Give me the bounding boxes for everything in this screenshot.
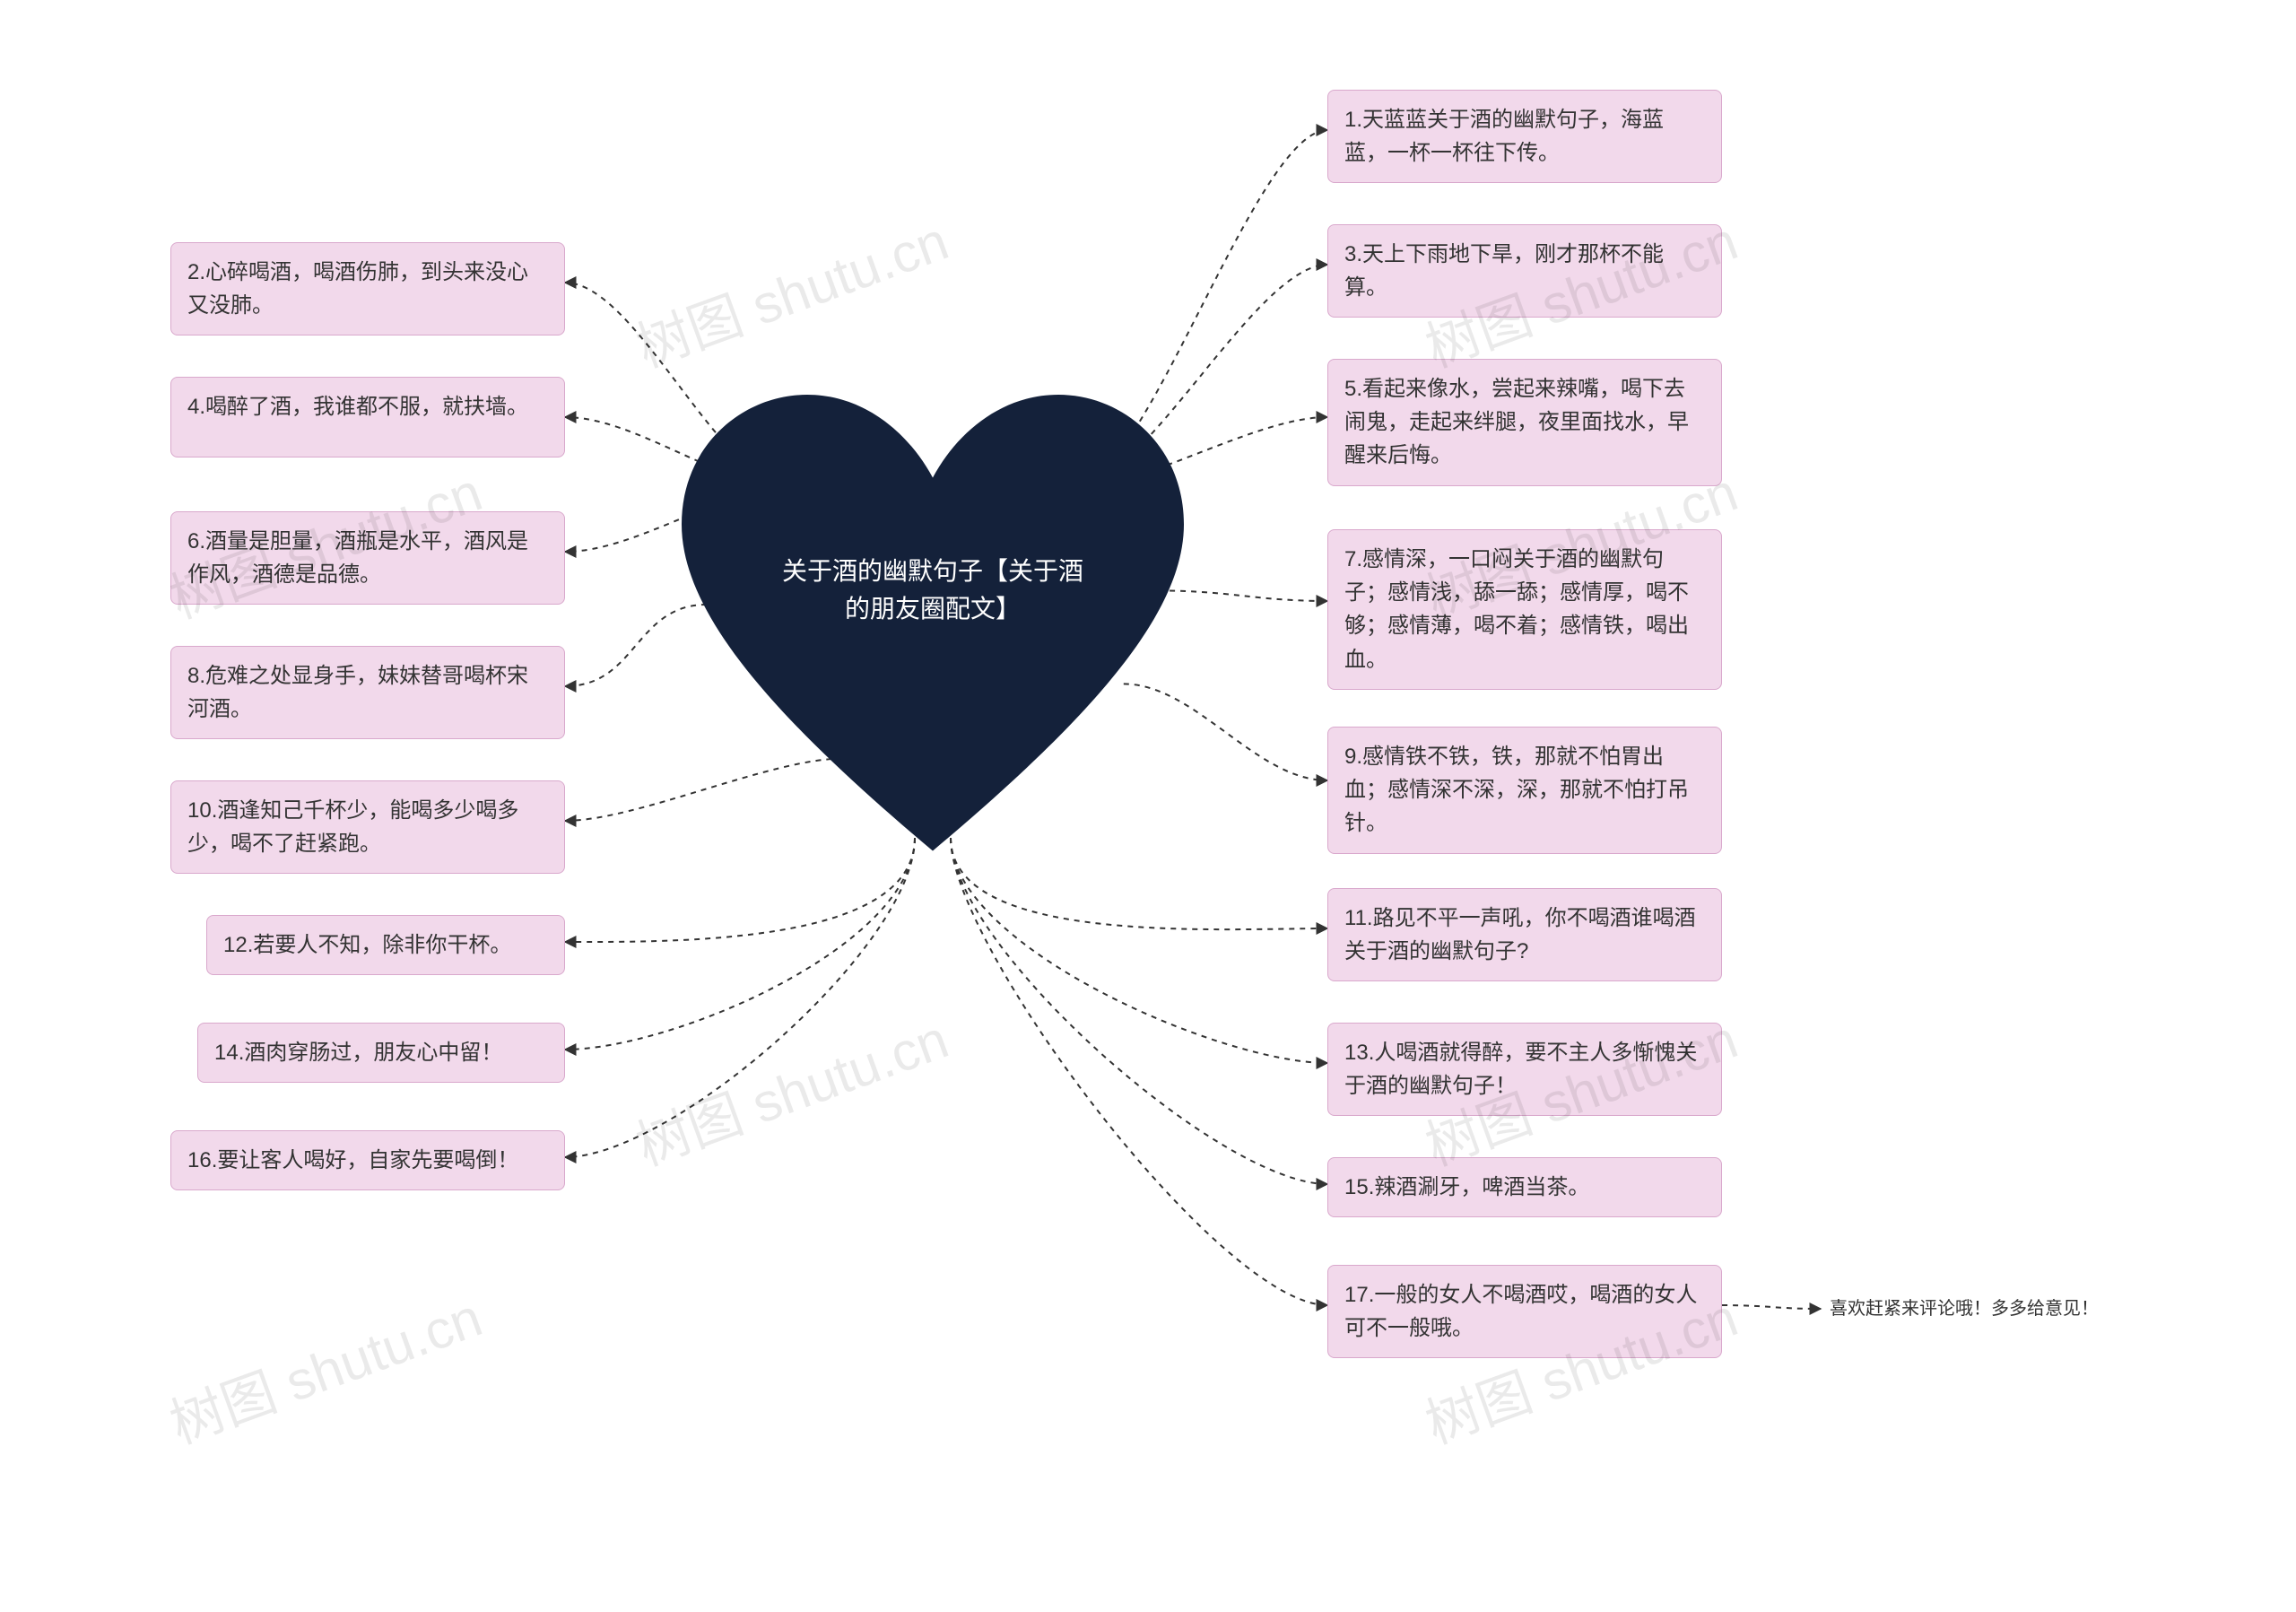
watermark: 树图 shutu.cn (624, 996, 957, 1181)
center-node: 关于酒的幽默句子【关于酒的朋友圈配文】 (682, 395, 1184, 861)
node-n3: 3.天上下雨地下旱，刚才那杯不能算。 (1327, 224, 1722, 318)
leaf-note: 喜欢赶紧来评论哦！多多给意见！ (1830, 1296, 2099, 1321)
node-n15: 15.辣酒涮牙，啤酒当茶。 (1327, 1157, 1722, 1217)
node-n6: 6.酒量是胆量，酒瓶是水平，酒风是作风，酒德是品德。 (170, 511, 565, 605)
node-n2: 2.心碎喝酒，喝酒伤肺，到头来没心又没肺。 (170, 242, 565, 335)
node-n10: 10.酒逢知己千杯少，能喝多少喝多少，喝不了赶紧跑。 (170, 780, 565, 874)
node-n7: 7.感情深，一口闷关于酒的幽默句子；感情浅，舔一舔；感情厚，喝不够；感情薄，喝不… (1327, 529, 1722, 690)
watermark: 树图 shutu.cn (624, 197, 957, 382)
node-n16: 16.要让客人喝好，自家先要喝倒！ (170, 1130, 565, 1190)
node-n12: 12.若要人不知，除非你干杯。 (206, 915, 565, 975)
node-n13: 13.人喝酒就得醉，要不主人多惭愧关于酒的幽默句子！ (1327, 1023, 1722, 1116)
node-n1: 1.天蓝蓝关于酒的幽默句子，海蓝蓝，一杯一杯往下传。 (1327, 90, 1722, 183)
node-n17: 17.一般的女人不喝酒哎，喝酒的女人可不一般哦。 (1327, 1265, 1722, 1358)
watermark: 树图 shutu.cn (158, 1274, 491, 1459)
node-n9: 9.感情铁不铁，铁，那就不怕胃出血；感情深不深，深，那就不怕打吊针。 (1327, 727, 1722, 854)
mindmap-canvas: 关于酒的幽默句子【关于酒的朋友圈配文】 2.心碎喝酒，喝酒伤肺，到头来没心又没肺… (0, 0, 2296, 1612)
node-n11: 11.路见不平一声吼，你不喝酒谁喝酒关于酒的幽默句子? (1327, 888, 1722, 981)
node-n5: 5.看起来像水，尝起来辣嘴，喝下去闹鬼，走起来绊腿，夜里面找水，早醒来后悔。 (1327, 359, 1722, 486)
node-n8: 8.危难之处显身手，妹妹替哥喝杯宋河酒。 (170, 646, 565, 739)
node-n4: 4.喝醉了酒，我谁都不服，就扶墙。 (170, 377, 565, 457)
center-label: 关于酒的幽默句子【关于酒的朋友圈配文】 (771, 553, 1094, 628)
node-n14: 14.酒肉穿肠过，朋友心中留！ (197, 1023, 565, 1083)
